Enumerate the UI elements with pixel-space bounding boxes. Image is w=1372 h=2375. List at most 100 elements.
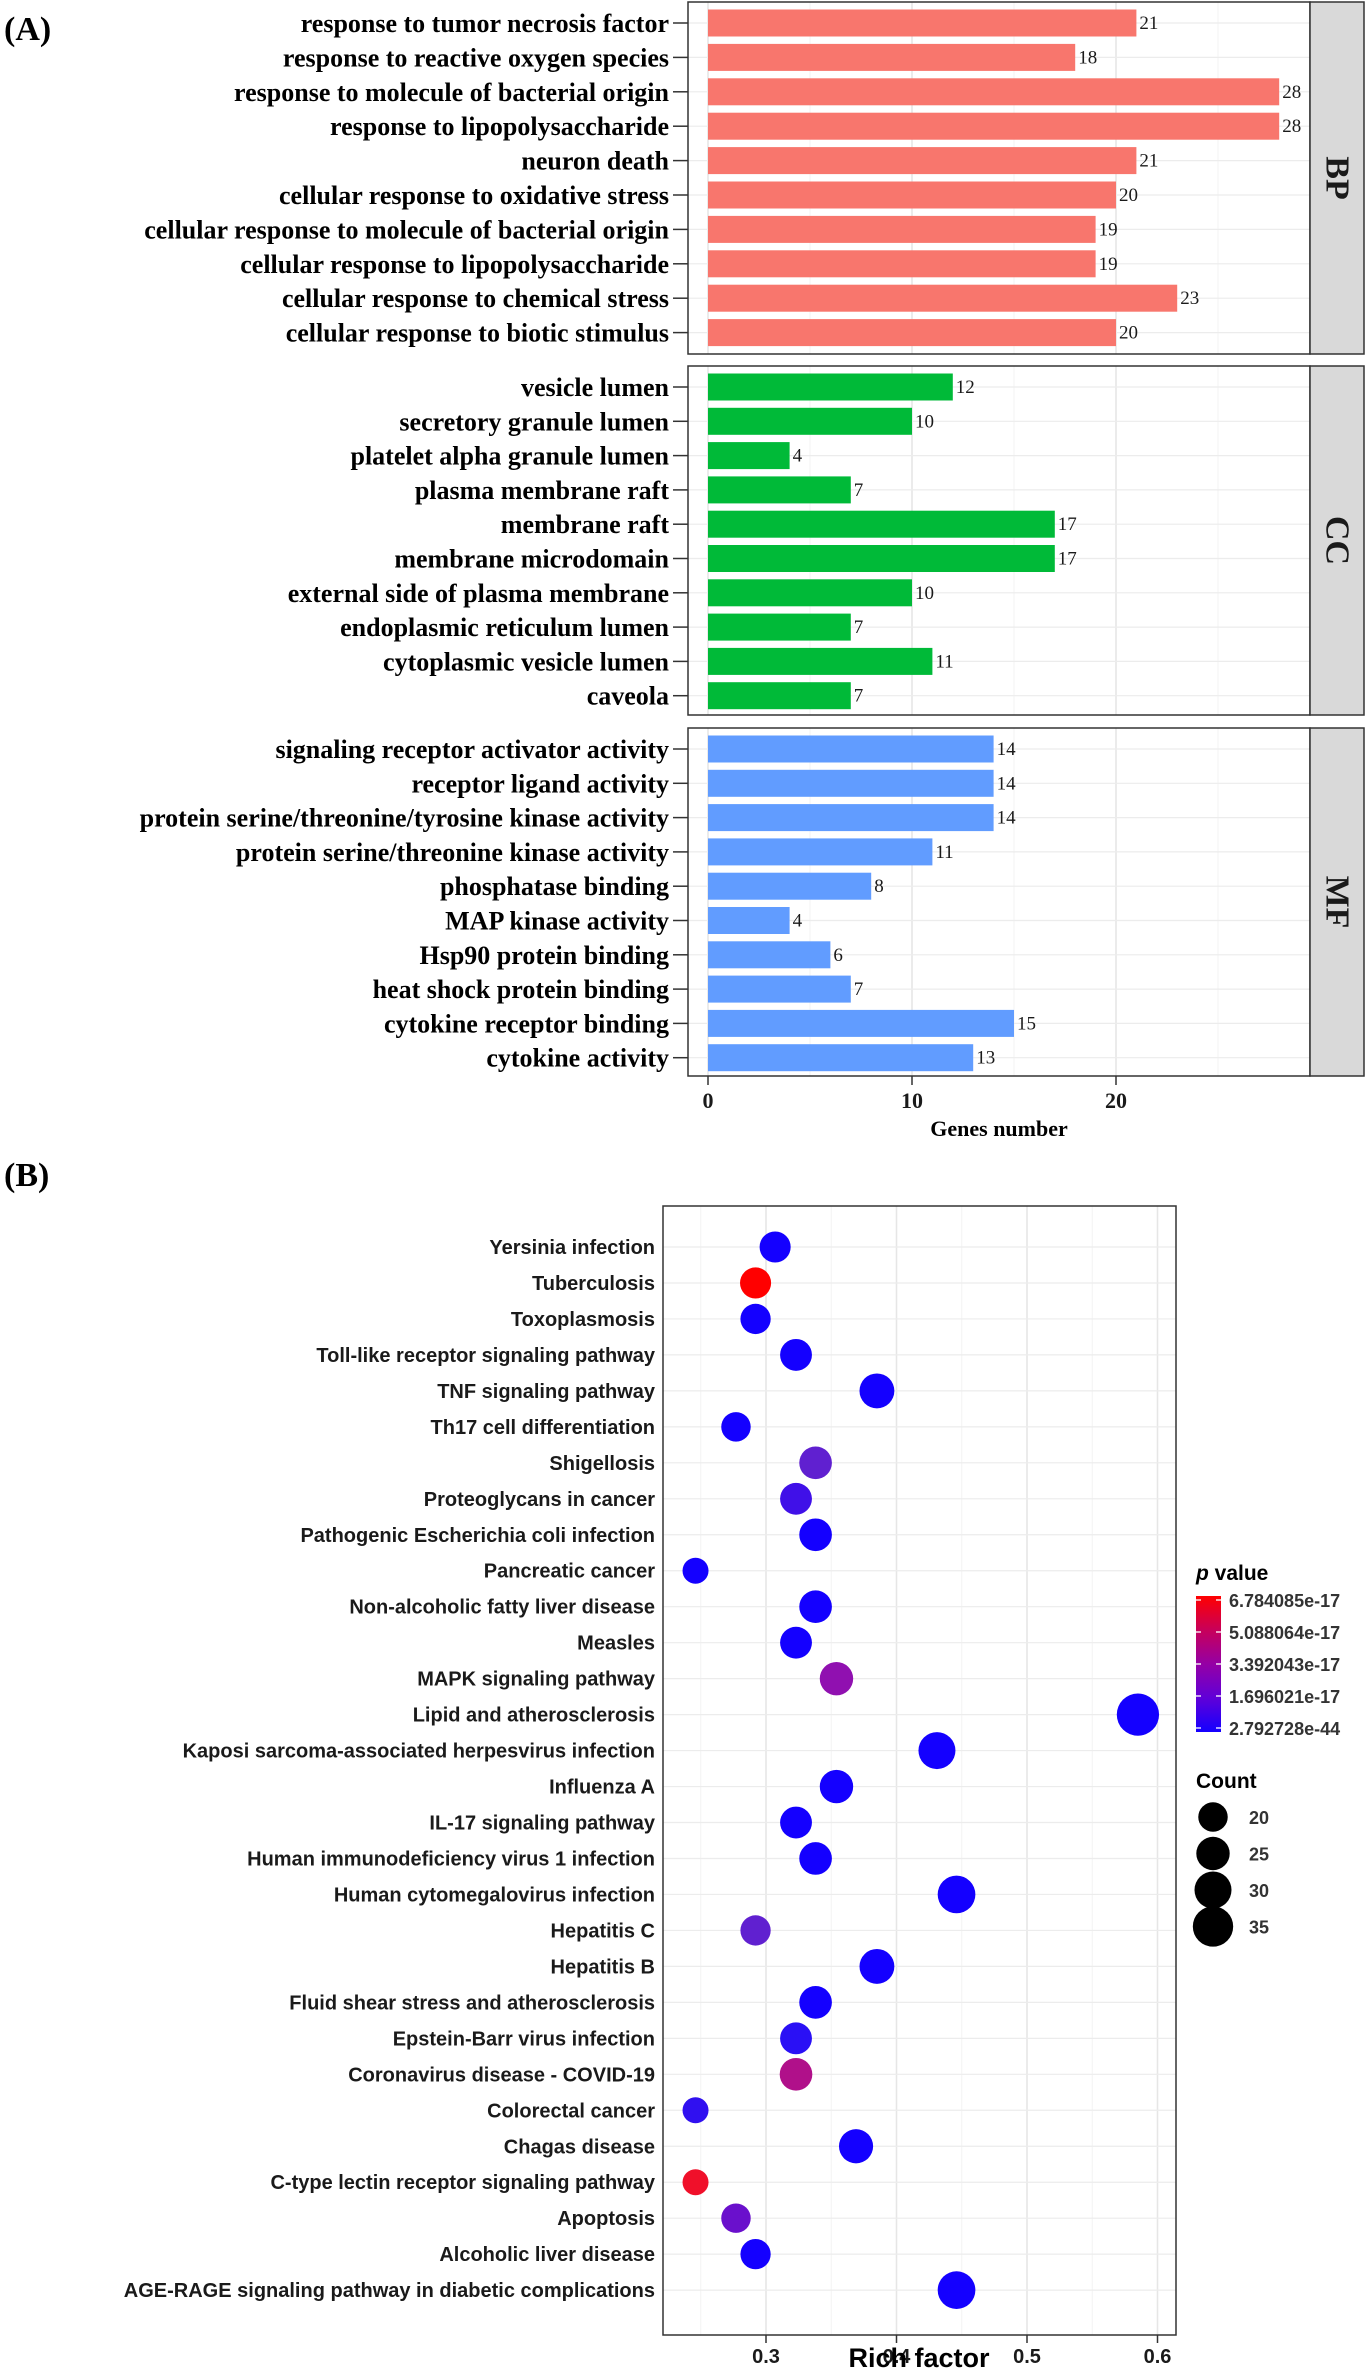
bubble — [780, 2022, 812, 2055]
bar — [708, 510, 1055, 538]
x-tick-label: 10 — [901, 1088, 923, 1113]
category-label: cytokine receptor binding — [384, 1009, 669, 1038]
pathway-label: Pancreatic cancer — [484, 1561, 655, 1583]
pathway-label: Lipid and atherosclerosis — [413, 1705, 655, 1727]
pathway-label: Colorectal cancer — [487, 2100, 655, 2122]
size-legend-circle — [1194, 1871, 1232, 1909]
bar — [708, 907, 790, 934]
bubble — [682, 2169, 709, 2196]
color-legend-title-rest: value — [1209, 1562, 1269, 1585]
bubble — [779, 2057, 813, 2091]
category-label: cytoplasmic vesicle lumen — [383, 647, 669, 676]
bar-value-label: 21 — [1139, 151, 1158, 172]
bubble — [740, 1915, 771, 1946]
x-tick-label: 0.4 — [883, 2346, 912, 2368]
pathway-label: Th17 cell differentiation — [431, 1417, 655, 1439]
category-label: signaling receptor activator activity — [275, 735, 669, 764]
pathway-label: MAPK signaling pathway — [417, 1669, 656, 1691]
pathway-label: Yersinia infection — [489, 1237, 655, 1259]
pathway-label: Non-alcoholic fatty liver disease — [349, 1597, 655, 1619]
bar — [708, 215, 1096, 243]
bar-value-label: 8 — [874, 876, 884, 897]
color-legend-label: 2.792728e-44 — [1229, 1719, 1340, 1739]
bubble — [859, 1373, 895, 1409]
bubble — [819, 1769, 854, 1804]
color-legend-title: p value — [1195, 1562, 1268, 1585]
bar-value-label: 4 — [793, 911, 803, 932]
size-legend-title: Count — [1196, 1770, 1257, 1793]
bubble — [937, 2271, 976, 2309]
size-legend-label: 30 — [1249, 1881, 1269, 1901]
facet-bp: 21 response to tumor necrosis factor 18 res… — [144, 1, 1365, 355]
facet-cc: 12 vesicle lumen 10 secretory granule lumen… — [288, 365, 1365, 716]
plot-border — [662, 1205, 1177, 2336]
bubble — [799, 1986, 832, 2019]
bar-value-label: 7 — [854, 686, 864, 707]
pathway-label: Measles — [577, 1633, 655, 1655]
category-label: membrane raft — [501, 510, 670, 539]
bar-value-label: 7 — [854, 979, 864, 1000]
bubble — [799, 1590, 832, 1624]
bubble — [780, 1806, 812, 1839]
bubble — [799, 1842, 832, 1875]
bubble — [721, 1412, 751, 1442]
category-label: response to molecule of bacterial origin — [234, 78, 669, 107]
x-tick-label: 20 — [1105, 1088, 1127, 1113]
x-axis-title: Genes number — [930, 1116, 1068, 1141]
plot-background — [663, 1206, 1176, 2335]
bar — [708, 43, 1076, 71]
bar-value-label: 14 — [997, 808, 1017, 829]
bar-value-label: 14 — [997, 773, 1017, 794]
bar — [708, 112, 1280, 140]
go-bar-chart: 21 response to tumor necrosis factor 18 res… — [140, 1, 1365, 1141]
facet-strip-label: MF — [1319, 876, 1356, 929]
category-label: vesicle lumen — [521, 373, 670, 402]
size-legend-circle — [1196, 1836, 1230, 1871]
bar-value-label: 19 — [1099, 219, 1118, 240]
category-label: heat shock protein binding — [373, 975, 669, 1004]
bar-value-label: 17 — [1058, 514, 1077, 535]
bar-value-label: 12 — [956, 377, 975, 398]
category-label: protein serine/threonine kinase activity — [236, 838, 669, 867]
bar — [708, 975, 851, 1003]
color-legend-label: 3.392043e-17 — [1229, 1655, 1340, 1675]
bar — [708, 941, 831, 969]
bar-value-label: 23 — [1180, 288, 1199, 309]
bar — [708, 838, 933, 866]
bubble — [780, 1482, 812, 1515]
size-legend: Count 20 25 30 35 — [1192, 1770, 1269, 1947]
bubble — [759, 1231, 791, 1263]
pathway-label: Shigellosis — [549, 1453, 655, 1475]
bubble — [859, 1948, 895, 1984]
bubble — [682, 2097, 709, 2124]
pathway-label: Coronavirus disease - COVID-19 — [348, 2064, 655, 2086]
pathway-label: Hepatitis B — [551, 1956, 655, 1978]
facet-strip — [1309, 365, 1365, 716]
bar — [708, 769, 994, 797]
bar — [708, 407, 912, 435]
bubble — [937, 1875, 976, 1914]
category-label: plasma membrane raft — [415, 476, 670, 505]
category-label: protein serine/threonine/tyrosine kinase… — [140, 804, 669, 833]
pathway-label: Chagas disease — [504, 2136, 655, 2158]
pathway-label: Pathogenic Escherichia coli infection — [300, 1525, 655, 1547]
x-tick-label: 0 — [703, 1088, 714, 1113]
x-axis-title: Rich factor — [848, 2343, 990, 2370]
pathway-label: Influenza A — [549, 1777, 655, 1799]
color-legend-label: 6.784085e-17 — [1229, 1591, 1340, 1611]
bubble — [740, 2239, 771, 2270]
facet-strip-label: BP — [1319, 156, 1356, 199]
bar — [708, 1044, 974, 1072]
category-label: response to reactive oxygen species — [283, 43, 669, 72]
bar-value-label: 20 — [1119, 185, 1138, 206]
category-label: neuron death — [521, 147, 669, 176]
bubble — [740, 1267, 772, 1299]
color-legend: p value 6.784085e-17 5.088064e-17 3.392043e… — [1195, 1562, 1340, 1739]
bar-value-label: 7 — [854, 480, 864, 501]
bar-value-label: 14 — [997, 739, 1017, 760]
color-legend-label: 5.088064e-17 — [1229, 1623, 1340, 1643]
pathway-label: Human cytomegalovirus infection — [334, 1884, 655, 1906]
bar-value-label: 28 — [1282, 82, 1301, 103]
bar-value-label: 13 — [976, 1048, 995, 1069]
